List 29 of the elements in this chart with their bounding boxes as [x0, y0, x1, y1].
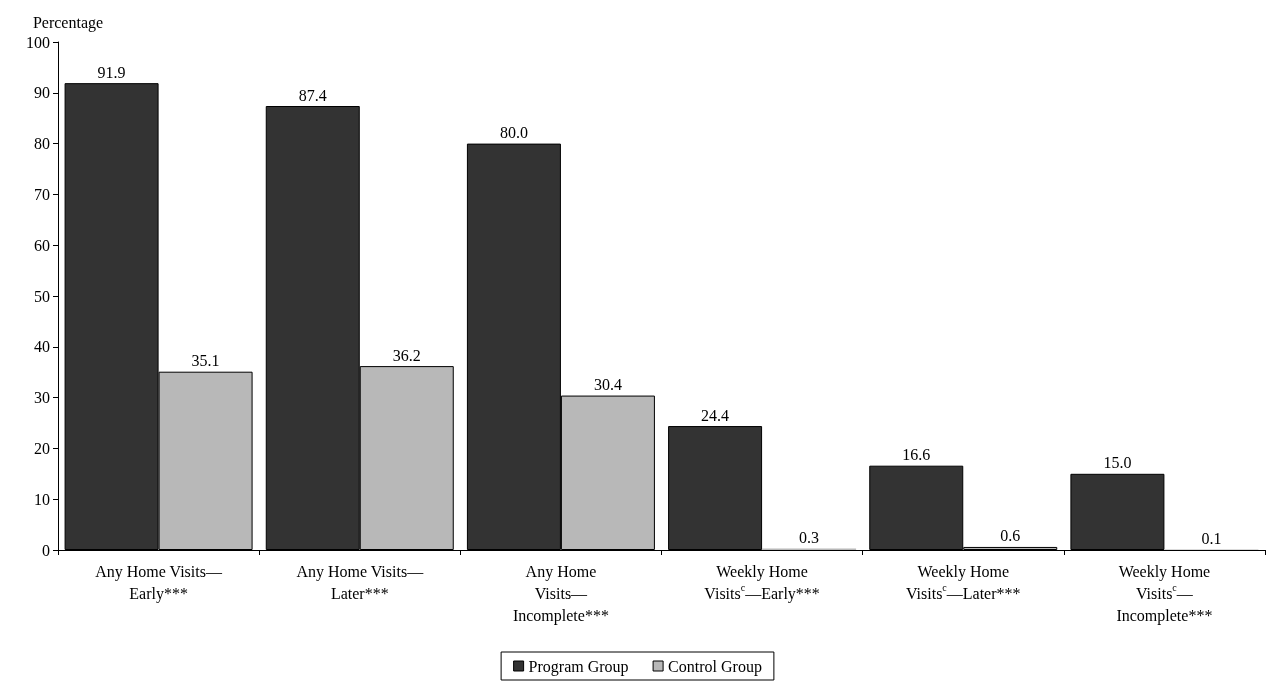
data-label: 0.1	[1201, 529, 1222, 547]
y-tick-label: 0	[42, 541, 50, 559]
y-tick-label: 80	[34, 135, 50, 153]
y-axis-title: Percentage	[32, 13, 104, 32]
y-tick-label: 70	[34, 185, 50, 203]
data-label: 36.2	[392, 346, 421, 364]
data-label: 0.6	[1000, 527, 1021, 545]
y-tick-label: 30	[34, 389, 50, 407]
data-label: 16.6	[902, 446, 931, 464]
y-tick-label: 100	[26, 33, 50, 51]
data-label: 35.1	[191, 352, 220, 370]
y-tick-label: 40	[34, 338, 50, 356]
y-tick-label: 90	[34, 84, 50, 102]
legend-label: Program Group	[528, 657, 629, 676]
data-label: 15.0	[1103, 454, 1132, 472]
y-tick-label: 20	[34, 439, 50, 457]
y-tick-label: 60	[34, 236, 50, 254]
data-label: 30.4	[593, 376, 622, 394]
data-label: 24.4	[701, 406, 730, 424]
data-label: 87.4	[298, 86, 327, 104]
data-label: 0.3	[799, 528, 820, 546]
x-tick-label: Any Home Visits— Early***	[95, 562, 223, 603]
data-label: 91.9	[97, 63, 126, 81]
y-tick-label: 10	[34, 490, 50, 508]
legend-label: Control Group	[668, 657, 762, 676]
x-tick-label: Any Home Visits— Later***	[296, 562, 425, 602]
data-label: 80.0	[499, 124, 528, 142]
y-tick-label: 50	[34, 287, 50, 305]
x-tick-label: Any Home Visits— Incomplete***	[512, 562, 609, 625]
